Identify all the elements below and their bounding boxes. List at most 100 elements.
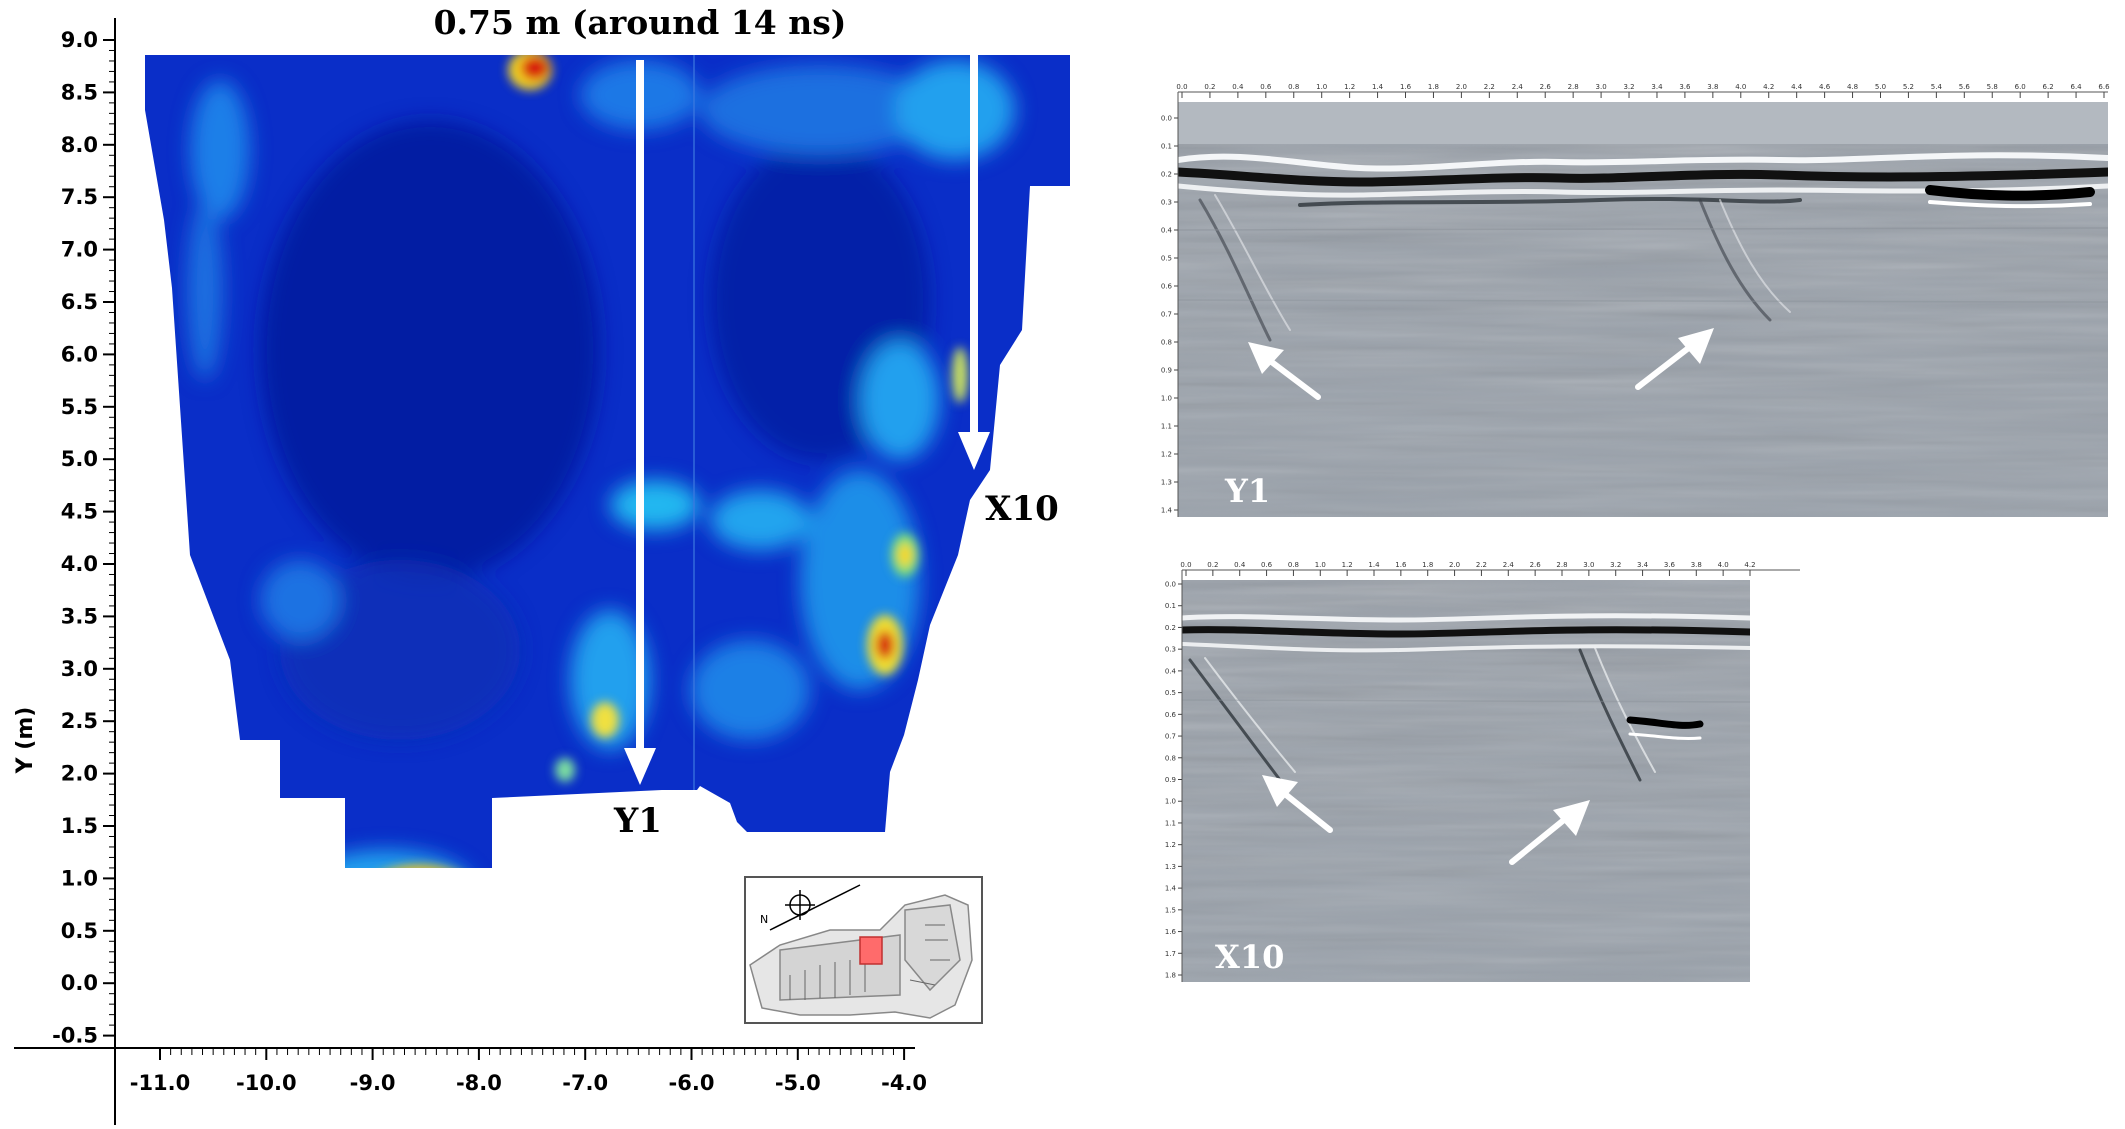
map-x-ticks: -11.0 -10.0 -9.0 -8.0 -7.0 -6.0 -5.0 -4.0: [130, 1048, 927, 1095]
y-tick-label: 5.0: [61, 447, 98, 471]
distance-tick-label: 1.2: [1344, 83, 1355, 91]
distance-tick-label: 3.2: [1610, 561, 1621, 569]
depth-tick-label: 0.2: [1165, 624, 1176, 632]
y-tick-label: 6.0: [61, 342, 98, 366]
radargram-y1: 0.0 0.2 0.4 0.6 0.8 1.0 1.2 1.4 1.6 1.8 2.0 2.2 2.4 2…: [1161, 83, 2110, 517]
depth-tick-label: 1.6: [1165, 928, 1177, 936]
x10-right-arrow-icon: [1509, 800, 1590, 865]
distance-tick-label: 2.0: [1449, 561, 1460, 569]
distance-tick-label: 5.0: [1875, 83, 1886, 91]
radargram-x10: 0.0 0.2 0.4 0.6 0.8 1.0 1.2 1.4 1.6 1.8 2.0 2.2 2.4 2…: [1165, 561, 1800, 982]
distance-tick-label: 5.6: [1959, 83, 1971, 91]
inset-location-map: N: [744, 876, 983, 1024]
depth-tick-label: 0.2: [1161, 171, 1172, 179]
distance-tick-label: 4.0: [1735, 83, 1746, 91]
depth-tick-label: 0.9: [1161, 367, 1172, 375]
distance-tick-label: 0.0: [1176, 83, 1187, 91]
depth-tick-label: 1.4: [1165, 885, 1177, 893]
depth-tick-label: 1.0: [1161, 395, 1172, 403]
depth-tick-label: 0.7: [1161, 311, 1172, 319]
x-tick-label: -7.0: [562, 1071, 608, 1095]
distance-tick-label: 0.2: [1204, 83, 1215, 91]
distance-tick-label: 2.4: [1503, 561, 1515, 569]
profile-y1-label: Y1: [613, 801, 662, 841]
depth-tick-label: 0.6: [1161, 283, 1173, 291]
distance-tick-label: 6.2: [2043, 83, 2054, 91]
depth-slice-label: 0.75 m (around 14 ns): [434, 3, 847, 42]
x-tick-label: -4.0: [881, 1071, 927, 1095]
y-tick-label: 3.5: [61, 604, 98, 628]
depth-tick-label: 0.7: [1165, 733, 1176, 741]
distance-tick-label: 3.4: [1637, 561, 1649, 569]
profile-y1-arrow: [624, 60, 656, 785]
x-tick-label: -6.0: [669, 1071, 715, 1095]
depth-tick-label: 1.2: [1161, 451, 1172, 459]
distance-tick-label: 2.8: [1568, 83, 1579, 91]
x-tick-label: -11.0: [130, 1071, 191, 1095]
distance-tick-label: 0.4: [1234, 561, 1246, 569]
x10-left-arrow-icon: [1262, 775, 1333, 833]
radargram-y1-label: Y1: [1224, 472, 1270, 510]
distance-tick-label: 5.2: [1903, 83, 1914, 91]
x10-depth-ticks: 0.0 0.1 0.2 0.3 0.4 0.5 0.6 0.7 0.8 0.9 1.0 1.1 1.2 1…: [1165, 581, 1182, 980]
map-y-ticks: 9.0 8.5 8.0 7.5 7.0 6.5 6.0 5.5 5.0 4.5 4.0 3.5 3.0 2…: [52, 28, 115, 1048]
distance-tick-label: 5.4: [1931, 83, 1943, 91]
depth-tick-label: 0.5: [1161, 255, 1172, 263]
distance-tick-label: 2.6: [1540, 83, 1552, 91]
y-tick-label: 7.5: [61, 185, 98, 209]
depth-tick-label: 1.4: [1161, 507, 1173, 515]
profile-x10-arrow: [958, 55, 990, 470]
distance-tick-label: 3.6: [1664, 561, 1676, 569]
distance-tick-label: 1.0: [1315, 561, 1326, 569]
y-tick-label: 0.5: [61, 919, 98, 943]
y-tick-label: 7.0: [61, 238, 98, 262]
distance-tick-label: 1.4: [1372, 83, 1384, 91]
depth-tick-label: 1.8: [1165, 972, 1176, 980]
distance-tick-label: 2.8: [1556, 561, 1567, 569]
depth-tick-label: 0.0: [1165, 581, 1176, 589]
distance-tick-label: 1.8: [1428, 83, 1439, 91]
distance-tick-label: 1.4: [1368, 561, 1380, 569]
y-tick-label: 2.5: [61, 709, 98, 733]
depth-tick-label: 1.7: [1165, 950, 1176, 958]
y-tick-label: 4.5: [61, 500, 98, 524]
y1-depth-ticks: 0.0 0.1 0.2 0.3 0.4 0.5 0.6 0.7 0.8 0.9 1.0 1.1 1.2 1…: [1161, 115, 1178, 515]
distance-tick-label: 6.4: [2070, 83, 2082, 91]
y1-left-arrow-icon: [1248, 342, 1321, 400]
profile-x10-label: X10: [985, 489, 1059, 529]
distance-tick-label: 3.4: [1651, 83, 1663, 91]
depth-tick-label: 1.3: [1161, 479, 1172, 487]
depth-tick-label: 1.1: [1165, 819, 1176, 827]
y-tick-label: -0.5: [52, 1024, 98, 1048]
radargram-x10-label: X10: [1215, 938, 1284, 976]
distance-tick-label: 1.2: [1342, 561, 1353, 569]
depth-tick-label: 0.1: [1161, 143, 1172, 151]
depth-tick-label: 0.0: [1161, 115, 1172, 123]
depth-tick-label: 0.3: [1161, 199, 1172, 207]
distance-tick-label: 4.0: [1718, 561, 1729, 569]
depth-tick-label: 1.5: [1165, 906, 1176, 914]
distance-tick-label: 0.4: [1232, 83, 1244, 91]
distance-tick-label: 2.4: [1512, 83, 1524, 91]
y-tick-label: 9.0: [61, 28, 98, 52]
distance-tick-label: 3.2: [1623, 83, 1634, 91]
distance-tick-label: 3.0: [1596, 83, 1607, 91]
y-tick-label: 5.5: [61, 395, 98, 419]
depth-slice-map: [145, 55, 1070, 868]
depth-tick-label: 1.1: [1161, 423, 1172, 431]
depth-tick-label: 0.5: [1165, 689, 1176, 697]
y-tick-label: 1.0: [61, 866, 98, 890]
distance-tick-label: 4.4: [1791, 83, 1803, 91]
y-tick-label: 4.0: [61, 552, 98, 576]
distance-tick-label: 0.2: [1207, 561, 1218, 569]
north-arrow-icon: [769, 884, 861, 931]
distance-tick-label: 0.8: [1288, 561, 1299, 569]
depth-tick-label: 0.8: [1161, 339, 1172, 347]
x10-distance-ticks: 0.0 0.2 0.4 0.6 0.8 1.0 1.2 1.4 1.6 1.8 2.0 2.2 2.4 2…: [1180, 561, 1756, 576]
distance-tick-label: 2.2: [1484, 83, 1495, 91]
y-tick-label: 6.5: [61, 290, 98, 314]
distance-tick-label: 4.2: [1744, 561, 1755, 569]
x-tick-label: -5.0: [775, 1071, 821, 1095]
distance-tick-label: 6.0: [2015, 83, 2026, 91]
